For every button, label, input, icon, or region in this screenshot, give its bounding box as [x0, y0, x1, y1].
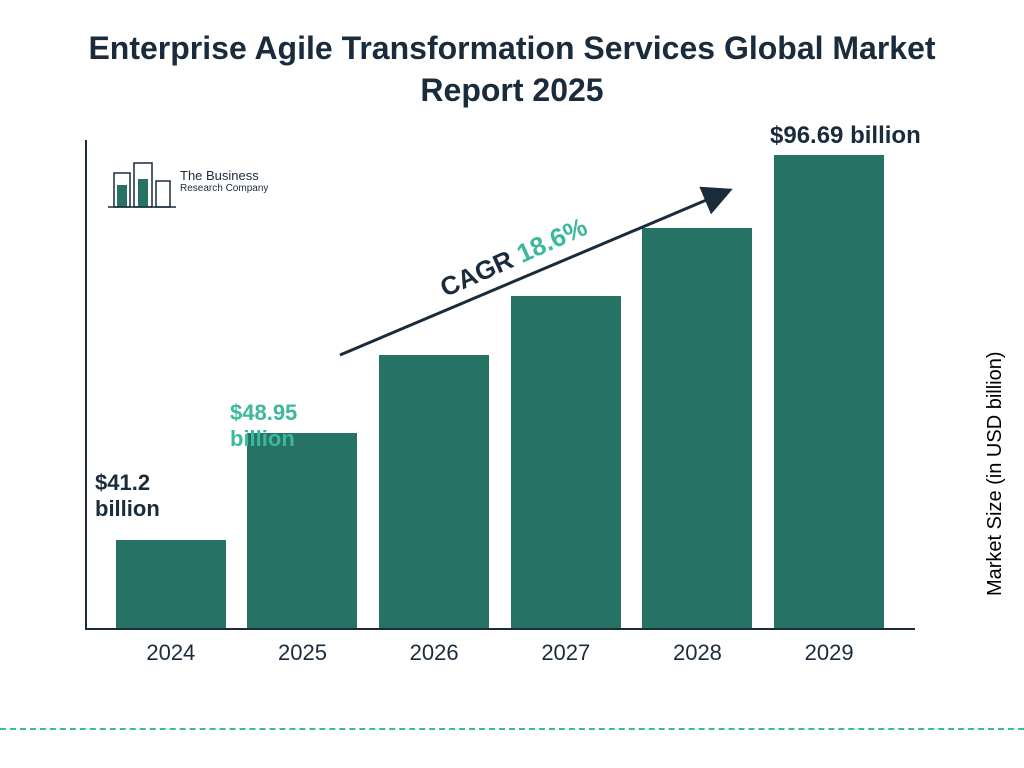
- bar-2029: [774, 155, 884, 628]
- x-labels: 2024 2025 2026 2027 2028 2029: [85, 634, 915, 670]
- xlabel-2025: 2025: [247, 634, 357, 670]
- bar-2024: [116, 540, 226, 628]
- cagr-annotation: CAGR 18.6%: [330, 180, 750, 380]
- xlabel-2029: 2029: [774, 634, 884, 670]
- value-label-2025: $48.95 billion: [230, 400, 340, 453]
- bar-2025: [247, 433, 357, 628]
- value-label-2029: $96.69 billion: [770, 122, 970, 151]
- value-label-2024: $41.2 billion: [95, 470, 205, 523]
- bar-2026: [379, 355, 489, 628]
- chart-title: Enterprise Agile Transformation Services…: [0, 0, 1024, 121]
- footer-dashed-line: [0, 728, 1024, 730]
- xlabel-2028: 2028: [642, 634, 752, 670]
- xlabel-2026: 2026: [379, 634, 489, 670]
- cagr-arrow-icon: [330, 180, 750, 380]
- xlabel-2027: 2027: [511, 634, 621, 670]
- x-axis-line: [85, 628, 915, 630]
- xlabel-2024: 2024: [116, 634, 226, 670]
- y-axis-label: Market Size (in USD billion): [985, 352, 1008, 597]
